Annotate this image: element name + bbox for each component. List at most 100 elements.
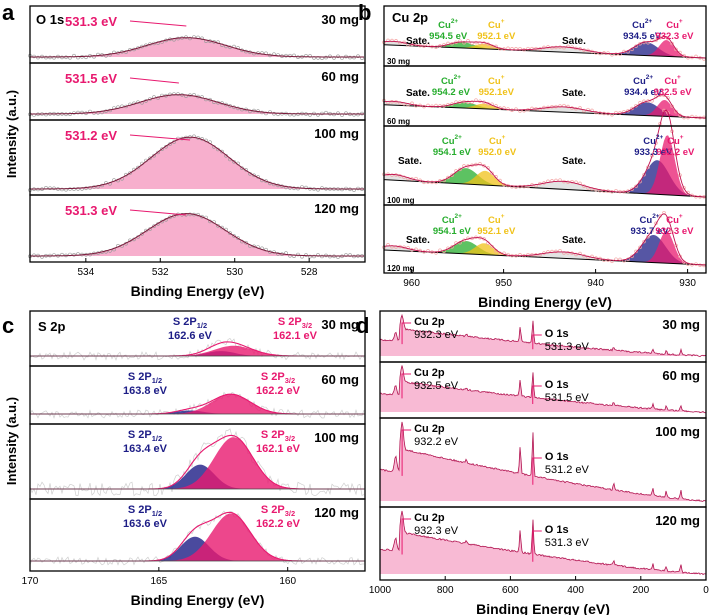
raw-data-point — [128, 171, 132, 175]
raw-data-point — [336, 111, 340, 115]
raw-data-point — [554, 249, 558, 254]
x-tick-label: 534 — [77, 267, 94, 278]
s2p12-energy: 163.6 eV — [123, 518, 168, 530]
raw-data-point — [514, 185, 518, 189]
raw-data-point — [518, 253, 522, 257]
peak-energy-label: 952.1eV — [479, 87, 515, 98]
raw-data-point — [200, 36, 204, 41]
raw-data-point — [638, 245, 642, 250]
raw-data-point — [84, 186, 88, 191]
peak-energy-label: 952.1 eV — [477, 31, 516, 42]
raw-data-point — [320, 186, 324, 190]
raw-data-point — [328, 54, 332, 59]
cu2p-energy: 932.2 eV — [414, 436, 459, 448]
raw-data-point — [156, 150, 160, 155]
cu2-satellite-peak-2p12 — [384, 102, 706, 118]
sample-label: 60 mg — [662, 368, 700, 383]
x-axis-label: Binding Energy (eV) — [131, 592, 265, 608]
raw-data-point — [550, 249, 554, 254]
raw-data-point — [446, 175, 450, 180]
raw-data-point — [450, 245, 454, 249]
o1s-label: O 1s — [545, 379, 569, 391]
survey-line — [379, 510, 706, 576]
sample-label: 100 mg — [655, 424, 700, 439]
survey-area — [380, 510, 706, 575]
cu2p-marker — [401, 429, 412, 476]
peak-energy-label: 934.5 eV — [623, 31, 662, 42]
raw-data-point — [328, 254, 332, 259]
x-tick-label: 600 — [502, 585, 519, 596]
species-label: Cu+ — [666, 213, 683, 226]
raw-data-point — [160, 40, 164, 44]
raw-data-point — [40, 255, 44, 259]
raw-data-point — [390, 244, 394, 249]
survey-line — [379, 365, 707, 414]
o1s-energy: 531.5 eV — [545, 392, 590, 404]
sample-label: 30 mg — [321, 12, 359, 27]
species-label: Cu2+ — [442, 134, 462, 147]
raw-data-point — [674, 109, 678, 114]
cu2p-energy: 932.3 eV — [414, 329, 459, 341]
background-line — [383, 104, 707, 119]
s2p12-label: S 2P1/2 — [128, 429, 162, 443]
raw-data-point — [474, 40, 478, 45]
species-label: Cu2+ — [643, 134, 663, 147]
raw-data-point — [406, 176, 410, 181]
raw-data-point — [478, 162, 482, 166]
raw-data-point — [434, 180, 438, 185]
raw-data-point — [64, 112, 68, 117]
raw-data-point — [32, 253, 36, 258]
panel-d-subplot-4 — [379, 506, 707, 581]
peak-label: 531.2 eV — [65, 128, 117, 143]
o1s-fit-line — [30, 213, 364, 257]
peak-energy-label: 954.2 eV — [432, 87, 471, 98]
species-label: Cu+ — [488, 74, 505, 87]
species-label: Cu+ — [488, 18, 505, 31]
raw-data-point — [658, 36, 662, 40]
x-axis-label: Binding Energy (eV) — [131, 283, 265, 299]
raw-data-point — [554, 45, 558, 50]
raw-data-point — [72, 187, 76, 191]
raw-data-point — [430, 180, 434, 185]
raw-data-point — [96, 52, 100, 57]
species-label: Cu+ — [666, 18, 683, 31]
peak-energy-label: 933.7 eV — [631, 226, 670, 237]
sample-label: 100 mg — [314, 126, 359, 141]
peak-arrow — [129, 134, 191, 141]
raw-data-point — [352, 113, 356, 117]
s2p32-energy: 162.1 eV — [256, 443, 301, 455]
raw-data-point — [546, 250, 550, 254]
sample-label: 120 mg — [387, 264, 415, 273]
raw-data-point — [602, 258, 606, 262]
raw-data-point — [148, 156, 152, 161]
panel-c-subplot-4 — [29, 498, 366, 572]
raw-data-point — [654, 38, 658, 43]
y-axis-label: Intensity (a.u.) — [4, 90, 19, 178]
y-axis-label: Intensity (a.u.) — [4, 397, 19, 485]
raw-data-point — [522, 184, 526, 189]
raw-data-point — [276, 53, 280, 57]
sample-label: 30 mg — [321, 317, 359, 332]
satellite-label: Sate. — [562, 88, 586, 99]
raw-data-point — [264, 179, 268, 183]
cu2-peak-2p32 — [384, 102, 706, 118]
panel-letter-d: d — [356, 313, 369, 338]
raw-data-point — [434, 45, 438, 49]
satellite-label: Sate. — [562, 235, 586, 246]
peak-energy-label: 932.5 eV — [654, 87, 693, 98]
raw-data-point — [614, 52, 618, 56]
raw-data-point — [52, 55, 56, 60]
raw-data-point — [52, 253, 56, 257]
cu2-satellite-peak-2p12 — [384, 42, 706, 58]
cu2p-envelope — [383, 109, 707, 198]
raw-data-point — [526, 252, 530, 257]
raw-data-point — [348, 253, 352, 257]
raw-data-point — [240, 107, 244, 112]
raw-data-point — [690, 262, 694, 267]
raw-data-point — [232, 160, 236, 164]
cu2p-label: Cu 2p — [414, 316, 445, 328]
x-axis-label: Binding Energy (eV) — [478, 294, 612, 310]
peak-energy-label: 932.2 eV — [656, 147, 695, 158]
